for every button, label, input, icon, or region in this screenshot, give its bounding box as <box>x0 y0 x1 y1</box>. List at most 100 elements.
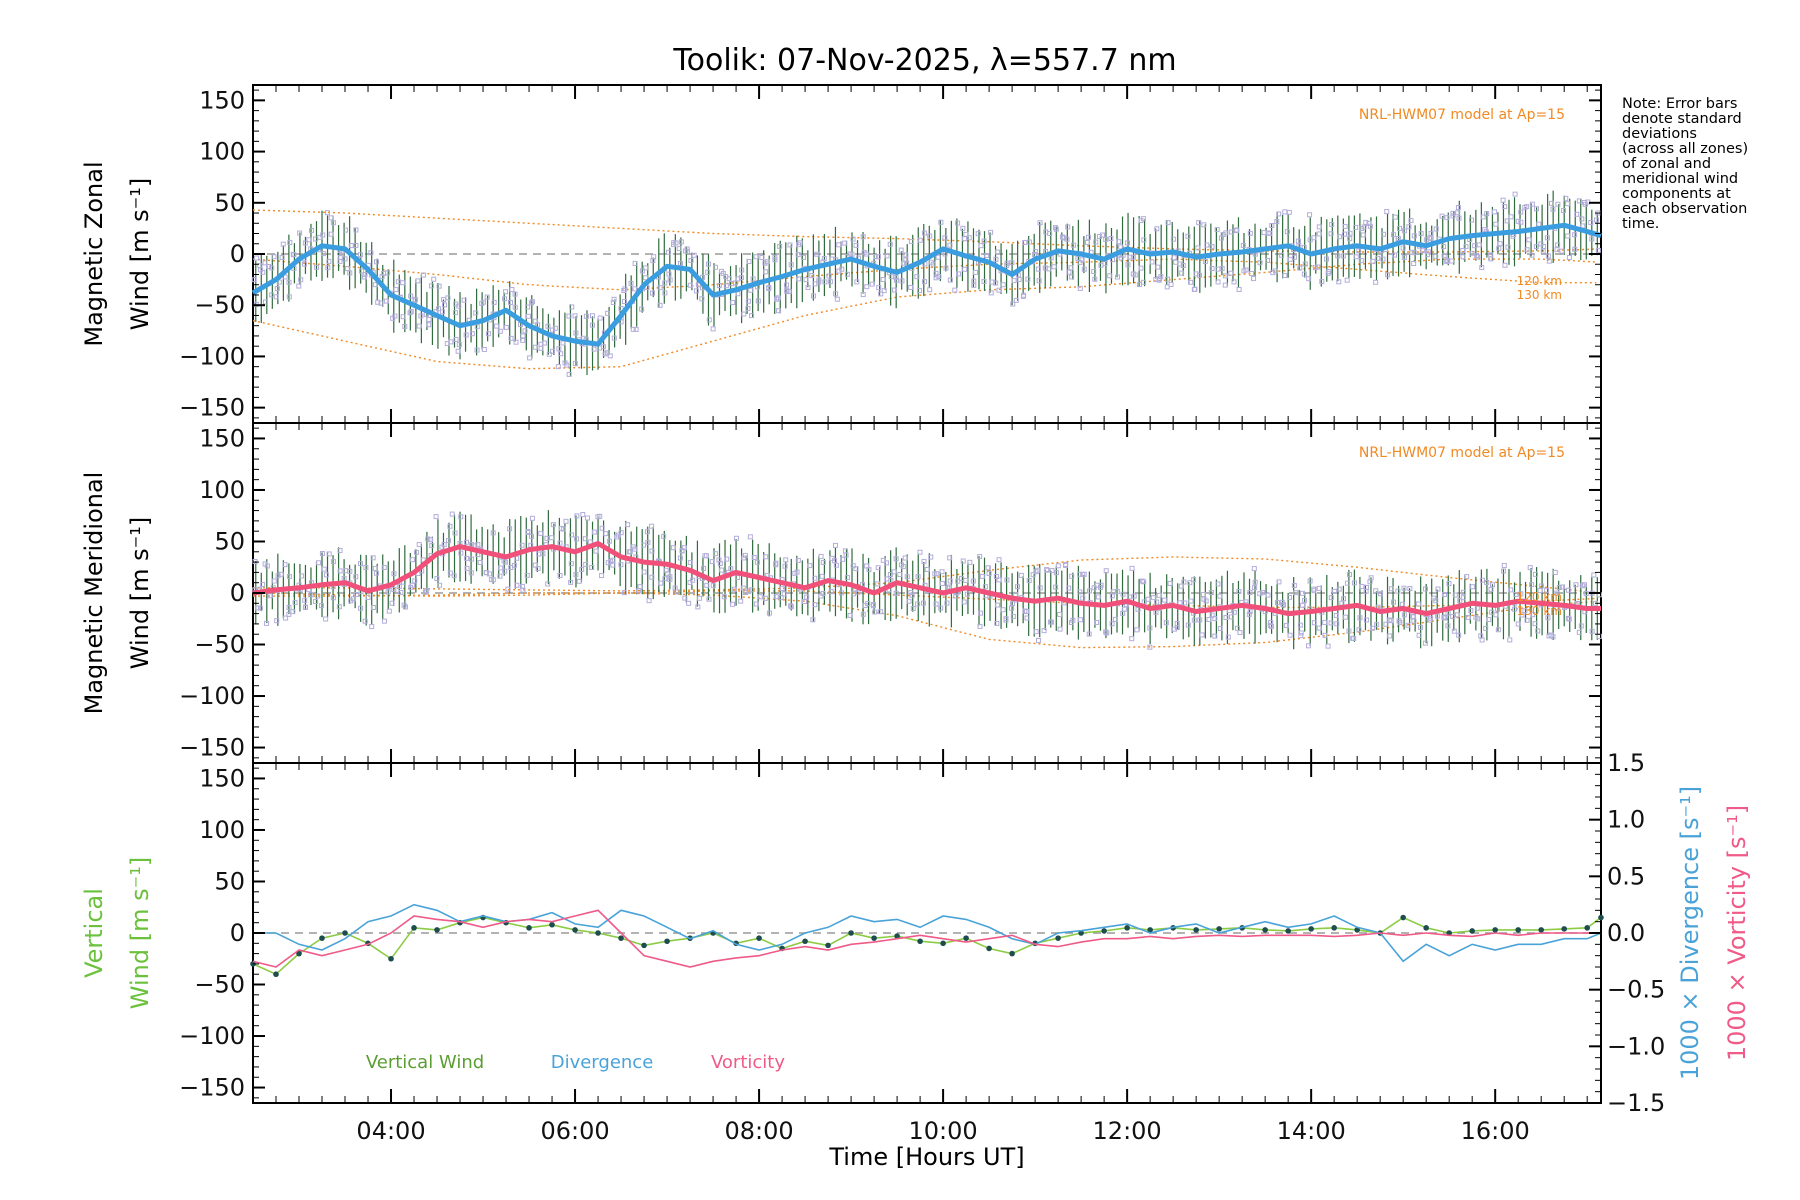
x-tick-label: 12:00 <box>1093 1117 1162 1145</box>
vertical-wind-point <box>388 955 394 962</box>
scatter-point <box>796 276 802 282</box>
scatter-point <box>591 346 597 352</box>
scatter-point <box>1031 252 1037 258</box>
scatter-point <box>625 522 631 528</box>
y-tick-label: 50 <box>214 189 245 217</box>
scatter-point <box>662 280 668 286</box>
scatter-point <box>1249 270 1255 276</box>
vertical-wind-point <box>1400 914 1406 921</box>
scatter-point <box>1332 588 1338 594</box>
scatter-point <box>275 573 281 579</box>
scatter-point <box>583 313 589 319</box>
scatter-point <box>298 573 304 579</box>
scatter-point <box>373 570 379 576</box>
scatter-point <box>1500 197 1506 203</box>
vertical-wind-point <box>549 921 555 928</box>
scatter-point <box>1196 272 1202 278</box>
scatter-point <box>1512 191 1518 197</box>
scatter-point <box>1441 253 1447 259</box>
scatter-point <box>1387 633 1393 639</box>
scatter-point <box>1395 235 1401 241</box>
scatter-point <box>572 313 578 319</box>
scatter-point <box>1457 598 1463 604</box>
scatter-point <box>1460 254 1466 260</box>
panel-zonal: 150 100 50 0 −50 −100 −150 Magnetic Zonal Wind… <box>80 84 1602 424</box>
scatter-point <box>1281 602 1287 608</box>
scatter-point <box>1460 595 1466 601</box>
scatter-point <box>1344 580 1350 586</box>
scatter-point <box>415 278 421 284</box>
scatter-point <box>574 513 580 519</box>
scatter-point <box>710 326 716 332</box>
y-tick-label: 150 <box>199 86 245 114</box>
scatter-point <box>1522 608 1528 614</box>
scatter-point <box>632 260 638 266</box>
scatter-point <box>314 264 320 270</box>
scatter-point <box>354 592 360 598</box>
scatter-point <box>1215 279 1221 285</box>
scatter-point <box>1373 588 1379 594</box>
scatter-point <box>1091 268 1097 274</box>
scatter-point <box>908 284 914 290</box>
scatter-point <box>540 551 546 557</box>
scatter-point <box>298 277 304 283</box>
scatter-point <box>1507 637 1513 643</box>
scatter-point <box>982 584 988 590</box>
scatter-point <box>502 296 508 302</box>
scatter-point <box>1391 232 1397 238</box>
scatter-point <box>724 556 730 562</box>
scatter-point <box>1033 629 1039 635</box>
scatter-point <box>1025 276 1031 282</box>
scatter-point <box>1555 201 1561 207</box>
scatter-point <box>589 313 595 319</box>
scatter-point <box>766 285 772 291</box>
scatter-point <box>1554 247 1560 253</box>
scatter-point <box>1546 258 1552 264</box>
scatter-point <box>1312 265 1318 271</box>
scatter-point <box>649 548 655 554</box>
scatter-point <box>1401 228 1407 234</box>
scatter-point <box>838 590 844 596</box>
scatter-point <box>1016 276 1022 282</box>
scatter-point <box>1009 605 1015 611</box>
scatter-point <box>1047 231 1053 237</box>
scatter-point <box>408 584 414 590</box>
scatter-point <box>1010 601 1016 607</box>
scatter-point <box>820 590 826 596</box>
scatter-point <box>1460 589 1466 595</box>
scatter-point <box>1418 624 1424 630</box>
scatter-point <box>697 595 703 601</box>
scatter-point <box>1004 260 1010 266</box>
scatter-point <box>456 303 462 309</box>
scatter-point <box>836 242 842 248</box>
scatter-point <box>611 296 617 302</box>
scatter-point <box>742 552 748 558</box>
scatter-point <box>269 292 275 298</box>
scatter-point <box>474 324 480 330</box>
scatter-point <box>383 298 389 304</box>
scatter-point <box>816 277 822 283</box>
scatter-point <box>452 530 458 536</box>
scatter-point <box>254 255 260 261</box>
scatter-point <box>286 294 292 300</box>
scatter-point <box>1479 637 1485 643</box>
panel-vertical: 1.5 1.0 0.5 0.0 −0.5 −1.0 −1.5 150 100 50 0 −50 −100… <box>80 749 1751 1145</box>
scatter-point <box>682 595 688 601</box>
scatter-point <box>353 242 359 248</box>
scatter-point <box>1366 220 1372 226</box>
scatter-point <box>358 561 364 567</box>
scatter-point <box>319 550 325 556</box>
scatter-point <box>445 295 451 301</box>
scatter-point <box>924 566 930 572</box>
scatter-point <box>978 243 984 249</box>
scatter-point <box>1343 614 1349 620</box>
scatter-point <box>1053 225 1059 231</box>
scatter-point <box>810 293 816 299</box>
scatter-point <box>875 581 881 587</box>
scatter-point <box>507 526 513 532</box>
scatter-point <box>833 562 839 568</box>
scatter-point <box>1468 217 1474 223</box>
scatter-point <box>971 278 977 284</box>
scatter-point <box>693 288 699 294</box>
vertical-wind-point <box>411 925 417 931</box>
